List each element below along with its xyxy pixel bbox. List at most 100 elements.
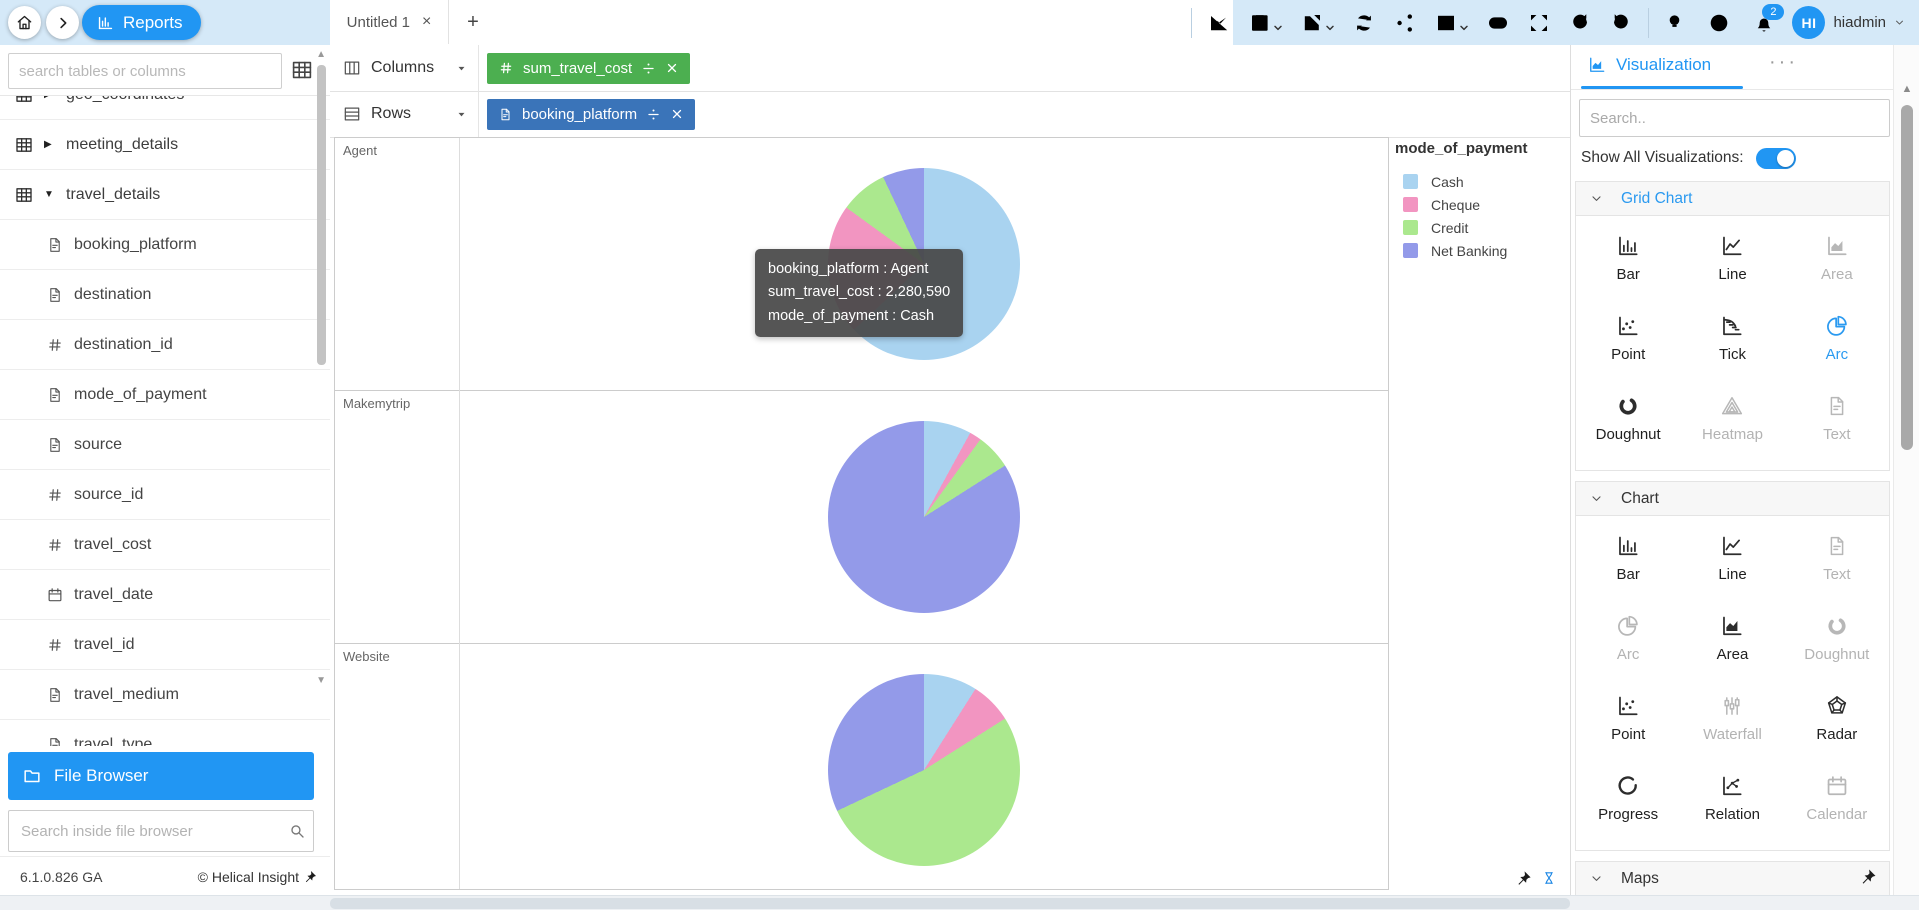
chip-remove-icon[interactable] xyxy=(670,107,684,121)
aggregate-divide-icon[interactable] xyxy=(646,107,661,122)
line-chart-icon[interactable] xyxy=(1207,11,1231,35)
tab-close-icon[interactable]: × xyxy=(422,13,432,30)
scroll-up-icon[interactable]: ▲ xyxy=(1901,83,1913,95)
sidebar-scroll-up-icon[interactable]: ▲ xyxy=(316,49,326,60)
field-item-source_id[interactable]: source_id xyxy=(0,470,330,520)
caret-down-icon[interactable]: ▼ xyxy=(44,189,54,200)
pie-Website[interactable] xyxy=(828,674,1020,866)
reports-nav-pill[interactable]: Reports xyxy=(82,5,201,40)
caret-down-icon xyxy=(455,108,468,121)
preview-icon[interactable] xyxy=(1486,11,1510,35)
chip-booking-platform[interactable]: booking_platform xyxy=(487,98,696,130)
field-item-travel_id[interactable]: travel_id xyxy=(0,620,330,670)
export-icon[interactable] xyxy=(1300,11,1335,35)
field-item-mode_of_payment[interactable]: mode_of_payment xyxy=(0,370,330,420)
refresh-icon[interactable] xyxy=(1352,11,1376,35)
rows-selector[interactable]: Rows xyxy=(330,104,478,124)
sidebar-scroll-down-icon[interactable]: ▼ xyxy=(316,675,326,686)
viz-doughnut[interactable]: Doughnut xyxy=(1785,606,1889,686)
layout-icon[interactable] xyxy=(1434,11,1469,35)
ellipsis-icon[interactable]: ··· xyxy=(1769,51,1798,73)
table-item-travel_details[interactable]: ▼ travel_details xyxy=(0,170,330,220)
field-item-booking_platform[interactable]: booking_platform xyxy=(0,220,330,270)
pin-icon[interactable] xyxy=(303,869,318,884)
home-button[interactable] xyxy=(8,6,41,39)
tables-search-input[interactable] xyxy=(8,53,282,89)
sidebar-scrollbar[interactable] xyxy=(317,65,326,365)
viz-doughnut[interactable]: Doughnut xyxy=(1576,386,1680,466)
notifications-icon[interactable]: 2 xyxy=(1752,3,1785,35)
page-vertical-scrollbar[interactable]: ▲ xyxy=(1893,45,1919,895)
viz-line[interactable]: Line xyxy=(1680,526,1784,606)
save-icon[interactable] xyxy=(1248,11,1283,35)
scrollbar-thumb[interactable] xyxy=(1901,105,1913,450)
field-item-destination[interactable]: destination xyxy=(0,270,330,320)
avatar[interactable]: HI xyxy=(1792,6,1826,39)
viz-line[interactable]: Line xyxy=(1680,226,1784,306)
viz-arc[interactable]: Arc xyxy=(1576,606,1680,686)
tab-untitled-1[interactable]: Untitled 1 × xyxy=(330,0,449,44)
viz-area[interactable]: Area xyxy=(1680,606,1784,686)
pie-Makemytrip[interactable] xyxy=(828,421,1020,613)
viz-section-header[interactable]: Chart xyxy=(1576,482,1889,516)
viz-section-header[interactable]: Grid Chart xyxy=(1576,182,1889,216)
viz-area[interactable]: Area xyxy=(1785,226,1889,306)
viz-waterfall[interactable]: Waterfall xyxy=(1680,686,1784,766)
chip-sum-travel-cost[interactable]: sum_travel_cost xyxy=(487,52,691,84)
viz-calendar[interactable]: Calendar xyxy=(1785,766,1889,846)
show-all-toggle[interactable] xyxy=(1755,147,1796,169)
legend-item-Credit[interactable]: Credit xyxy=(1395,216,1565,239)
aggregate-divide-icon[interactable] xyxy=(641,61,656,76)
viz-bar[interactable]: Bar xyxy=(1576,526,1680,606)
viz-point[interactable]: Point xyxy=(1576,306,1680,386)
field-item-source[interactable]: source xyxy=(0,420,330,470)
table-item-geo_coordinates[interactable]: ▶ geo_coordinates xyxy=(0,96,330,120)
visualization-search-input[interactable] xyxy=(1579,99,1890,137)
data-sidebar: ▶ geo_coordinates ▶ meeting_details ▼ travel_… xyxy=(0,45,331,895)
scrollbar-thumb[interactable] xyxy=(330,898,1570,909)
field-item-travel_type[interactable]: travel_type xyxy=(0,720,330,746)
field-item-travel_medium[interactable]: travel_medium xyxy=(0,670,330,720)
help-icon[interactable] xyxy=(1707,11,1731,35)
legend-item-Cash[interactable]: Cash xyxy=(1395,170,1565,193)
text-type-icon xyxy=(46,286,64,304)
viz-radar[interactable]: Radar xyxy=(1785,686,1889,766)
search-icon[interactable] xyxy=(288,822,306,840)
field-item-travel_cost[interactable]: travel_cost xyxy=(0,520,330,570)
field-item-destination_id[interactable]: destination_id xyxy=(0,320,330,370)
pin-icon[interactable] xyxy=(1515,869,1533,887)
viz-progress[interactable]: Progress xyxy=(1576,766,1680,846)
viz-text[interactable]: Text xyxy=(1785,386,1889,466)
columns-selector[interactable]: Columns xyxy=(330,58,478,78)
caret-right-icon[interactable]: ▶ xyxy=(44,139,52,150)
legend-item-Cheque[interactable]: Cheque xyxy=(1395,193,1565,216)
file-browser-button[interactable]: File Browser xyxy=(8,752,314,800)
idea-icon[interactable] xyxy=(1663,11,1686,34)
new-tab-button[interactable]: + xyxy=(467,10,479,33)
viz-section-header[interactable]: Maps xyxy=(1576,862,1889,895)
user-area[interactable]: HI hiadmin xyxy=(1792,6,1919,39)
forward-button[interactable] xyxy=(46,6,79,39)
viz-text[interactable]: Text xyxy=(1785,526,1889,606)
viz-relation[interactable]: Relation xyxy=(1680,766,1784,846)
caret-right-icon[interactable]: ▶ xyxy=(44,96,56,100)
tab-visualization[interactable]: Visualization xyxy=(1587,55,1711,75)
table-item-meeting_details[interactable]: ▶ meeting_details xyxy=(0,120,330,170)
table-grid-toggle-icon[interactable] xyxy=(286,55,318,85)
share-icon[interactable] xyxy=(1393,11,1417,35)
viz-tick[interactable]: Tick xyxy=(1680,306,1784,386)
file-browser-search-input[interactable] xyxy=(8,810,314,852)
number-type-icon xyxy=(46,536,64,554)
viz-arc[interactable]: Arc xyxy=(1785,306,1889,386)
page-horizontal-scrollbar[interactable] xyxy=(0,895,1919,910)
chip-remove-icon[interactable] xyxy=(665,61,679,75)
redo-icon[interactable] xyxy=(1609,11,1633,35)
fullscreen-icon[interactable] xyxy=(1527,11,1551,35)
pin-icon[interactable] xyxy=(1859,867,1878,886)
viz-bar[interactable]: Bar xyxy=(1576,226,1680,306)
field-item-travel_date[interactable]: travel_date xyxy=(0,570,330,620)
undo-icon[interactable] xyxy=(1568,11,1592,35)
viz-point[interactable]: Point xyxy=(1576,686,1680,766)
viz-heatmap[interactable]: Heatmap xyxy=(1680,386,1784,466)
legend-item-Net Banking[interactable]: Net Banking xyxy=(1395,239,1565,262)
